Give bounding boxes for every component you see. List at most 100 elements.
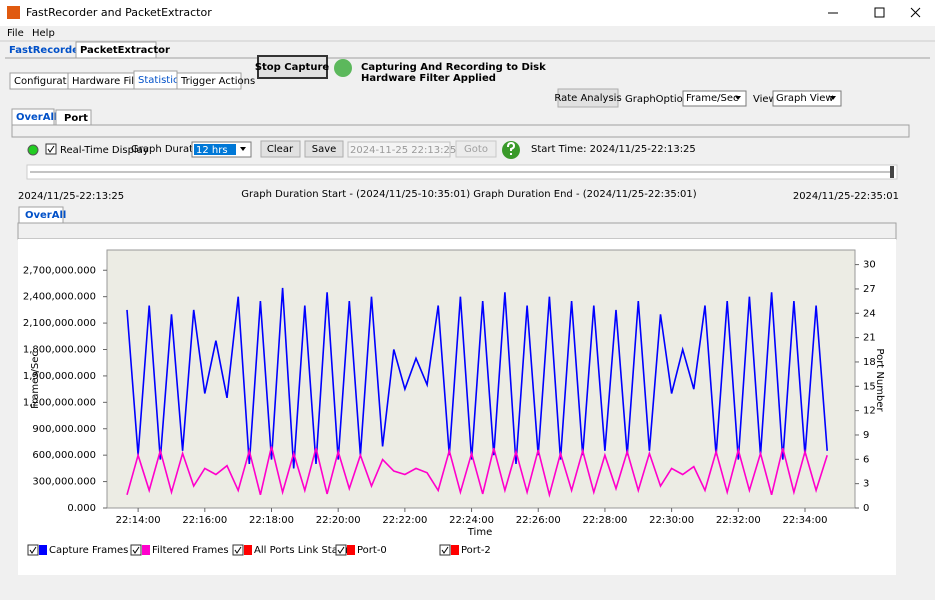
legend-label: All Ports Link Status xyxy=(254,545,353,556)
y2-tick-label: 18 xyxy=(863,357,876,368)
legend-label: Capture Frames xyxy=(49,545,128,556)
y2-tick-label: 27 xyxy=(863,284,876,295)
app-tab[interactable]: FastRecorder xyxy=(9,45,84,56)
x-tick-label: 22:32:00 xyxy=(716,515,761,526)
label: Real-Time Display xyxy=(60,145,149,156)
legend-swatch xyxy=(39,545,47,555)
checkbox[interactable] xyxy=(45,143,57,155)
legend-swatch xyxy=(451,545,459,555)
maximize[interactable] xyxy=(874,7,885,18)
legend-label: Port-0 xyxy=(357,545,387,556)
x-tick-label: 22:24:00 xyxy=(449,515,494,526)
button-label[interactable]: Goto xyxy=(464,144,488,155)
y2-tick-label: 21 xyxy=(863,333,876,344)
y2-tick-label: 0 xyxy=(863,503,869,514)
x-tick-label: 22:28:00 xyxy=(582,515,627,526)
y-tick-label: 900,000.000 xyxy=(32,424,96,435)
check xyxy=(234,546,242,554)
y-tick-label: 2,100,000.000 xyxy=(23,318,96,329)
selection xyxy=(194,144,236,155)
view-panel xyxy=(11,124,910,138)
dropdown-arrow xyxy=(735,96,741,100)
button-label[interactable]: Save xyxy=(312,144,337,155)
x-tick-label: 22:16:00 xyxy=(182,515,227,526)
sub-tab xyxy=(176,72,242,90)
close[interactable] xyxy=(910,7,921,18)
slider-thumb[interactable] xyxy=(890,166,894,178)
legend-swatch xyxy=(142,545,150,555)
stop-button-label[interactable]: Stop Capture xyxy=(255,62,330,73)
check xyxy=(441,546,449,554)
sub-tab[interactable]: Trigger Actions xyxy=(180,76,255,87)
check xyxy=(47,145,55,153)
graph-tab[interactable]: OverAll xyxy=(25,210,66,221)
legend-checkbox[interactable] xyxy=(232,544,244,556)
select-value[interactable]: 12 hrs xyxy=(196,145,228,156)
view-tab[interactable]: OverAll xyxy=(16,112,57,123)
legend-checkbox[interactable] xyxy=(439,544,451,556)
sub-tab[interactable]: Statistics xyxy=(138,75,184,86)
x-tick-label: 22:34:00 xyxy=(783,515,828,526)
series-line xyxy=(126,287,828,469)
y2-tick-label: 30 xyxy=(863,260,876,271)
check xyxy=(29,546,37,554)
view-select[interactable] xyxy=(772,90,842,107)
dropdown-arrow xyxy=(240,147,246,151)
y2-tick-label: 15 xyxy=(863,381,876,392)
button-label[interactable]: Clear xyxy=(267,144,294,155)
title-bar xyxy=(0,0,935,26)
range-center: Graph Duration Start - (2024/11/25-10:35… xyxy=(241,189,696,200)
menu-item[interactable]: File xyxy=(7,28,24,39)
range-end: 2024/11/25-22:35:01 xyxy=(793,191,899,202)
check xyxy=(132,546,140,554)
y-tick-label: 600,000.000 xyxy=(32,450,96,461)
x-tick-label: 22:18:00 xyxy=(249,515,294,526)
y2-tick-label: 6 xyxy=(863,454,869,465)
y-tick-label: 1,800,000.000 xyxy=(23,345,96,356)
sub-tab[interactable]: Hardware Filter xyxy=(72,76,149,87)
check xyxy=(337,546,345,554)
legend-checkbox[interactable] xyxy=(27,544,39,556)
y2-tick-label: 3 xyxy=(863,479,869,490)
realtime-led xyxy=(27,144,39,156)
legend-swatch xyxy=(347,545,355,555)
plot-area xyxy=(106,249,856,509)
status-text: Hardware Filter Applied xyxy=(361,73,496,84)
y-tick-label: 0.000 xyxy=(67,503,96,514)
y-tick-label: 2,700,000.000 xyxy=(23,265,96,276)
goto-button[interactable] xyxy=(455,140,497,158)
series-line xyxy=(126,446,828,498)
legend-checkbox[interactable] xyxy=(130,544,142,556)
select-value[interactable]: Graph View xyxy=(776,93,834,104)
x-tick-label: 22:26:00 xyxy=(516,515,561,526)
menu-item[interactable]: Help xyxy=(32,28,55,39)
select-value[interactable]: Frame/Sec xyxy=(686,93,739,104)
x-tick-label: 22:30:00 xyxy=(649,515,694,526)
clear-button[interactable] xyxy=(260,140,301,158)
help-glyph xyxy=(507,141,516,155)
button-label[interactable]: Rate Analysis xyxy=(554,93,621,104)
dropdown-arrow xyxy=(830,96,836,100)
app-icon xyxy=(7,6,20,19)
label: GraphOptions xyxy=(625,94,694,105)
x-tick-label: 22:14:00 xyxy=(116,515,161,526)
y2-axis-title: Port Number xyxy=(874,348,885,412)
app-tab[interactable]: PacketExtractor xyxy=(80,45,170,56)
legend-checkbox[interactable] xyxy=(335,544,347,556)
save-button[interactable] xyxy=(304,140,344,158)
y-axis-title: Frames/Sec xyxy=(30,351,41,409)
datetime-input[interactable] xyxy=(347,141,451,158)
stop-button[interactable] xyxy=(257,55,328,79)
y2-tick-label: 12 xyxy=(863,406,876,417)
sub-tab[interactable]: Configuration xyxy=(14,76,82,87)
y-tick-label: 1,500,000.000 xyxy=(23,371,96,382)
rate-analysis-button[interactable] xyxy=(557,88,619,108)
graph-options-select[interactable] xyxy=(682,90,747,107)
view-tab[interactable]: Port xyxy=(64,113,88,124)
y-tick-label: 1,200,000.000 xyxy=(23,397,96,408)
status-text: Capturing And Recording to Disk xyxy=(361,62,546,73)
start-time: Start Time: 2024/11/25-22:13:25 xyxy=(531,144,696,155)
datetime-value: 2024-11-25 22:13:25 xyxy=(350,145,456,156)
y2-tick-label: 9 xyxy=(863,430,869,441)
